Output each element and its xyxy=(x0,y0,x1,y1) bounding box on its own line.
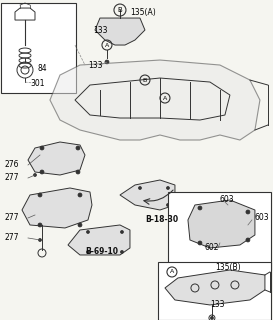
Circle shape xyxy=(198,206,202,210)
Circle shape xyxy=(38,223,42,227)
Polygon shape xyxy=(165,270,265,305)
Circle shape xyxy=(38,193,42,197)
Text: 133: 133 xyxy=(88,60,102,69)
Circle shape xyxy=(198,241,202,245)
Text: 135(B): 135(B) xyxy=(215,263,241,272)
Polygon shape xyxy=(15,8,35,20)
Text: 603: 603 xyxy=(255,213,269,222)
Polygon shape xyxy=(28,142,85,175)
Circle shape xyxy=(34,213,37,217)
Text: A: A xyxy=(163,95,167,100)
Text: B-69-10: B-69-10 xyxy=(85,247,118,256)
Text: 133: 133 xyxy=(93,26,108,35)
Text: 84: 84 xyxy=(38,64,48,73)
Circle shape xyxy=(40,170,44,174)
Circle shape xyxy=(167,204,170,206)
Text: 301: 301 xyxy=(30,78,44,88)
Text: 277: 277 xyxy=(5,213,19,222)
Text: 276: 276 xyxy=(5,161,19,170)
Circle shape xyxy=(78,193,82,197)
Text: 277: 277 xyxy=(5,234,19,243)
Circle shape xyxy=(138,187,141,189)
Polygon shape xyxy=(50,60,260,140)
Circle shape xyxy=(78,223,82,227)
Circle shape xyxy=(167,187,170,189)
Text: 135(A): 135(A) xyxy=(130,8,156,17)
Circle shape xyxy=(87,230,90,234)
Bar xyxy=(1,3,76,93)
Circle shape xyxy=(40,146,44,150)
Circle shape xyxy=(105,60,109,64)
Circle shape xyxy=(246,238,250,242)
Text: 603: 603 xyxy=(220,196,235,204)
Circle shape xyxy=(120,251,123,253)
Polygon shape xyxy=(22,188,92,228)
Circle shape xyxy=(76,146,80,150)
Circle shape xyxy=(87,251,90,253)
Bar xyxy=(158,262,271,320)
Circle shape xyxy=(210,316,213,319)
Polygon shape xyxy=(120,180,175,210)
Circle shape xyxy=(34,173,37,177)
Text: B: B xyxy=(118,7,122,13)
Text: A: A xyxy=(105,43,109,48)
Circle shape xyxy=(38,238,41,242)
Circle shape xyxy=(246,210,250,214)
Circle shape xyxy=(76,170,80,174)
Text: B-18-30: B-18-30 xyxy=(145,215,178,225)
Polygon shape xyxy=(95,18,145,45)
Text: B: B xyxy=(143,77,147,83)
Text: 602: 602 xyxy=(205,244,219,252)
Polygon shape xyxy=(188,200,255,248)
Circle shape xyxy=(38,154,41,156)
Text: 277: 277 xyxy=(5,173,19,182)
Bar xyxy=(168,192,271,270)
Text: A: A xyxy=(170,269,174,275)
Circle shape xyxy=(120,230,123,234)
Polygon shape xyxy=(68,225,130,255)
Text: 133: 133 xyxy=(210,300,224,309)
